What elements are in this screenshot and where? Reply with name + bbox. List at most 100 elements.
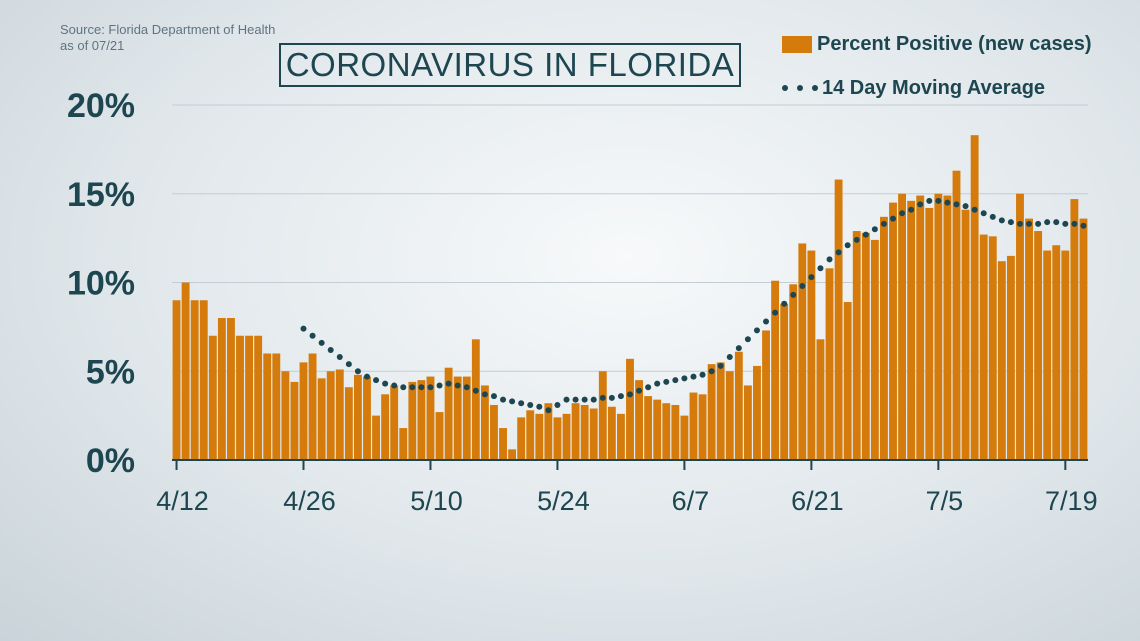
moving-average-point [454,382,461,389]
moving-average-point [899,210,906,217]
bar [852,231,861,460]
moving-average-point [599,394,606,401]
bar [979,234,988,460]
bar [308,353,317,460]
moving-average-point [645,384,652,391]
moving-average-point [327,346,334,353]
bar [408,381,417,460]
bar [1025,218,1033,460]
x-tick-label: 7/5 [926,486,964,516]
moving-average-point [871,226,878,233]
bar [562,413,571,460]
bar [898,193,907,460]
moving-average-point [781,300,788,307]
bar [480,385,489,460]
legend-item-percent-positive: Percent Positive (new cases) [782,28,1092,60]
legend-label-percent-positive: Percent Positive (new cases) [817,32,1092,55]
moving-average-point [400,384,407,391]
moving-average-point [481,391,488,398]
bar [816,339,825,460]
moving-average-point [1080,222,1087,229]
bar [499,428,507,460]
bar [526,410,535,460]
bar [263,353,272,460]
moving-average-point [581,396,588,403]
moving-average-point [835,249,842,256]
bar [870,239,879,460]
bar [363,376,371,460]
moving-average-point [1053,219,1060,226]
bar [961,209,970,460]
bar [880,216,888,460]
moving-average-point [1035,220,1042,227]
moving-average-point [998,217,1005,224]
bar [317,378,326,460]
x-tick-label: 7/19 [1045,486,1098,516]
moving-average-point [826,256,833,263]
moving-average-point [744,336,751,343]
moving-average-point [300,325,307,332]
bar [236,335,244,460]
moving-average-point [672,377,679,384]
moving-average-point [699,371,706,378]
bar [208,335,217,460]
moving-average-point [608,394,615,401]
bar [607,406,616,460]
moving-average-point [391,382,398,389]
y-tick-label: 0% [86,442,135,480]
moving-average-point [917,201,924,208]
bar [227,318,235,460]
bar [680,415,689,460]
bar [907,200,916,460]
bar [689,392,698,460]
moving-average-point [636,387,643,394]
bar [834,179,843,461]
bar [798,243,807,460]
moving-average-point [563,396,570,403]
moving-average-point [409,384,416,391]
moving-average-point [627,391,633,398]
moving-average-point [382,380,389,387]
moving-average-point [418,384,425,391]
moving-average-point [953,201,960,208]
moving-average-point [708,368,715,375]
moving-average-point [1026,220,1033,227]
moving-average-point [500,396,507,403]
moving-average-point [989,213,996,220]
bar [988,236,997,460]
moving-average-point [490,393,497,400]
bar [743,385,752,460]
bar [281,371,290,460]
bar [626,358,634,460]
moving-average-point [753,327,760,334]
moving-average-point [971,206,978,213]
moving-average-point [572,396,579,403]
bar [725,371,734,460]
bar [517,417,526,460]
bar [553,417,562,460]
x-tick-label: 6/7 [672,486,710,516]
moving-average-point [844,242,851,249]
moving-average-point [345,361,352,368]
bar [771,280,780,460]
bar [390,385,399,460]
bar [943,195,952,460]
chart-title: CORONAVIRUS IN FLORIDA [279,43,741,87]
moving-average-point [926,197,933,204]
moving-average-point [962,203,969,210]
bar [1034,231,1043,460]
moving-average-point [726,354,733,361]
source-line: Source: Florida Department of Health [60,22,276,37]
bar [344,387,353,460]
bar [671,404,680,460]
bar [272,353,281,460]
bar [653,399,662,460]
bar [1016,193,1024,460]
moving-average-point [445,380,452,387]
bar [825,268,834,460]
bar [399,428,408,460]
bar [1070,199,1079,460]
x-tick-label: 5/10 [410,486,463,516]
bar [535,413,544,460]
moving-average-point [808,274,815,281]
